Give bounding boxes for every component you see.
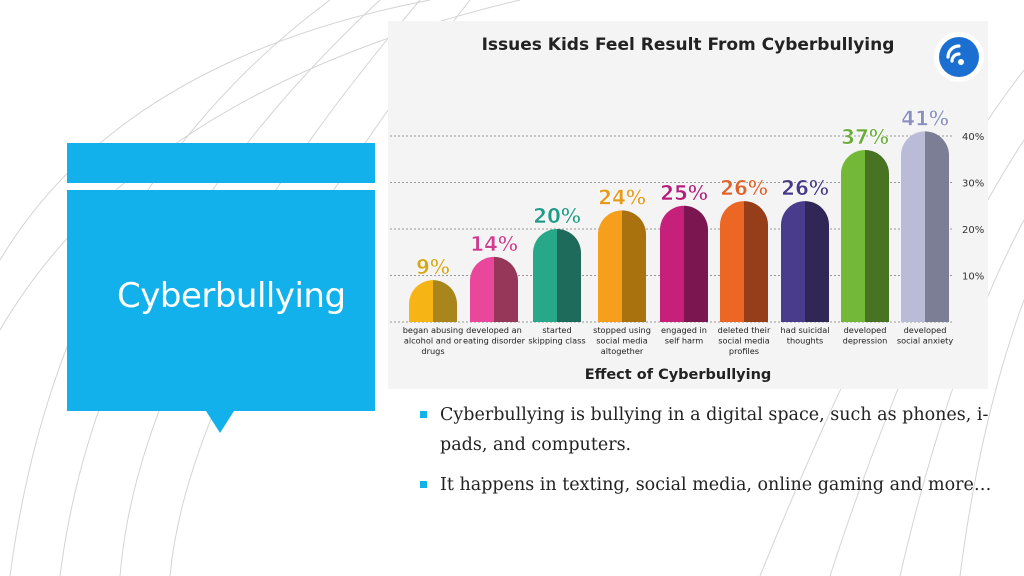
bar-shade <box>925 131 949 322</box>
category-label: engaged in <box>661 325 707 335</box>
category-label: profiles <box>729 346 759 356</box>
category-label: social media <box>596 336 647 346</box>
bar <box>901 131 925 322</box>
bar-shade <box>684 205 708 322</box>
bullet-list: Cyberbullying is bullying in a digital s… <box>420 400 1000 510</box>
bullet-square-icon <box>420 481 427 488</box>
bar-shade <box>865 149 889 322</box>
logo-wave-outer <box>946 44 961 59</box>
data-label: 14% <box>470 232 518 256</box>
wifi-signal-icon <box>939 37 979 77</box>
bar <box>781 201 805 322</box>
data-label: 26% <box>720 176 768 200</box>
data-label: 41% <box>901 106 949 130</box>
bar-shade <box>433 280 457 322</box>
category-label: self harm <box>665 336 703 346</box>
bullet-square-icon <box>420 411 427 418</box>
category-label: eating disorder <box>463 336 526 346</box>
category-label: deleted their <box>718 325 771 335</box>
data-label: 25% <box>660 181 708 205</box>
x-axis-label: Effect of Cyberbullying <box>585 367 772 383</box>
bar <box>409 280 433 322</box>
category-label: developed <box>904 325 947 335</box>
bar-shade <box>805 201 829 322</box>
slide-title: Cyberbullying <box>117 276 346 316</box>
logo-dot <box>958 59 964 65</box>
title-box: Cyberbullying <box>67 190 375 411</box>
category-label: started <box>542 325 571 335</box>
bar <box>720 201 744 322</box>
bar-shade <box>622 210 646 322</box>
category-label: altogether <box>601 346 644 356</box>
category-label: drugs <box>421 346 444 356</box>
bullet-item: It happens in texting, social media, onl… <box>420 470 1000 500</box>
category-label: thoughts <box>787 336 823 346</box>
bar <box>533 229 557 322</box>
bar <box>470 256 494 322</box>
bar-chart: Issues Kids Feel Result From Cyberbullyi… <box>390 32 984 383</box>
bullet-text: Cyberbullying is bullying in a digital s… <box>440 405 989 455</box>
bar <box>841 149 865 322</box>
bar <box>598 210 622 322</box>
y-tick-label: 20% <box>962 225 984 236</box>
data-label: 9% <box>416 255 450 279</box>
chart-title: Issues Kids Feel Result From Cyberbullyi… <box>482 35 895 55</box>
y-tick-label: 30% <box>962 179 984 190</box>
title-accent-bar <box>67 143 375 183</box>
category-label: had suicidal <box>780 325 829 335</box>
category-label: developed <box>844 325 887 335</box>
category-label: depression <box>843 336 888 346</box>
category-label: began abusing <box>403 325 464 335</box>
y-tick-label: 40% <box>962 132 984 143</box>
bar <box>660 205 684 322</box>
bar-shade <box>557 229 581 322</box>
data-label: 37% <box>841 125 889 149</box>
category-label: social media <box>718 336 769 346</box>
chart-image-panel: Issues Kids Feel Result From Cyberbullyi… <box>388 21 988 389</box>
title-pointer <box>206 411 234 433</box>
category-label: alcohol and or <box>404 336 463 346</box>
category-label: skipping class <box>528 336 585 346</box>
data-label: 26% <box>781 176 829 200</box>
y-tick-label: 10% <box>962 272 984 283</box>
category-label: developed an <box>466 325 522 335</box>
logo-wave-inner <box>950 52 961 63</box>
category-label: social anxiety <box>897 336 954 346</box>
data-label: 20% <box>533 204 581 228</box>
data-label: 24% <box>598 185 646 209</box>
bullet-text: It happens in texting, social media, onl… <box>440 475 992 495</box>
bar-shade <box>744 201 768 322</box>
bar-shade <box>494 256 518 322</box>
bullet-item: Cyberbullying is bullying in a digital s… <box>420 400 1000 460</box>
category-label: stopped using <box>593 325 651 335</box>
